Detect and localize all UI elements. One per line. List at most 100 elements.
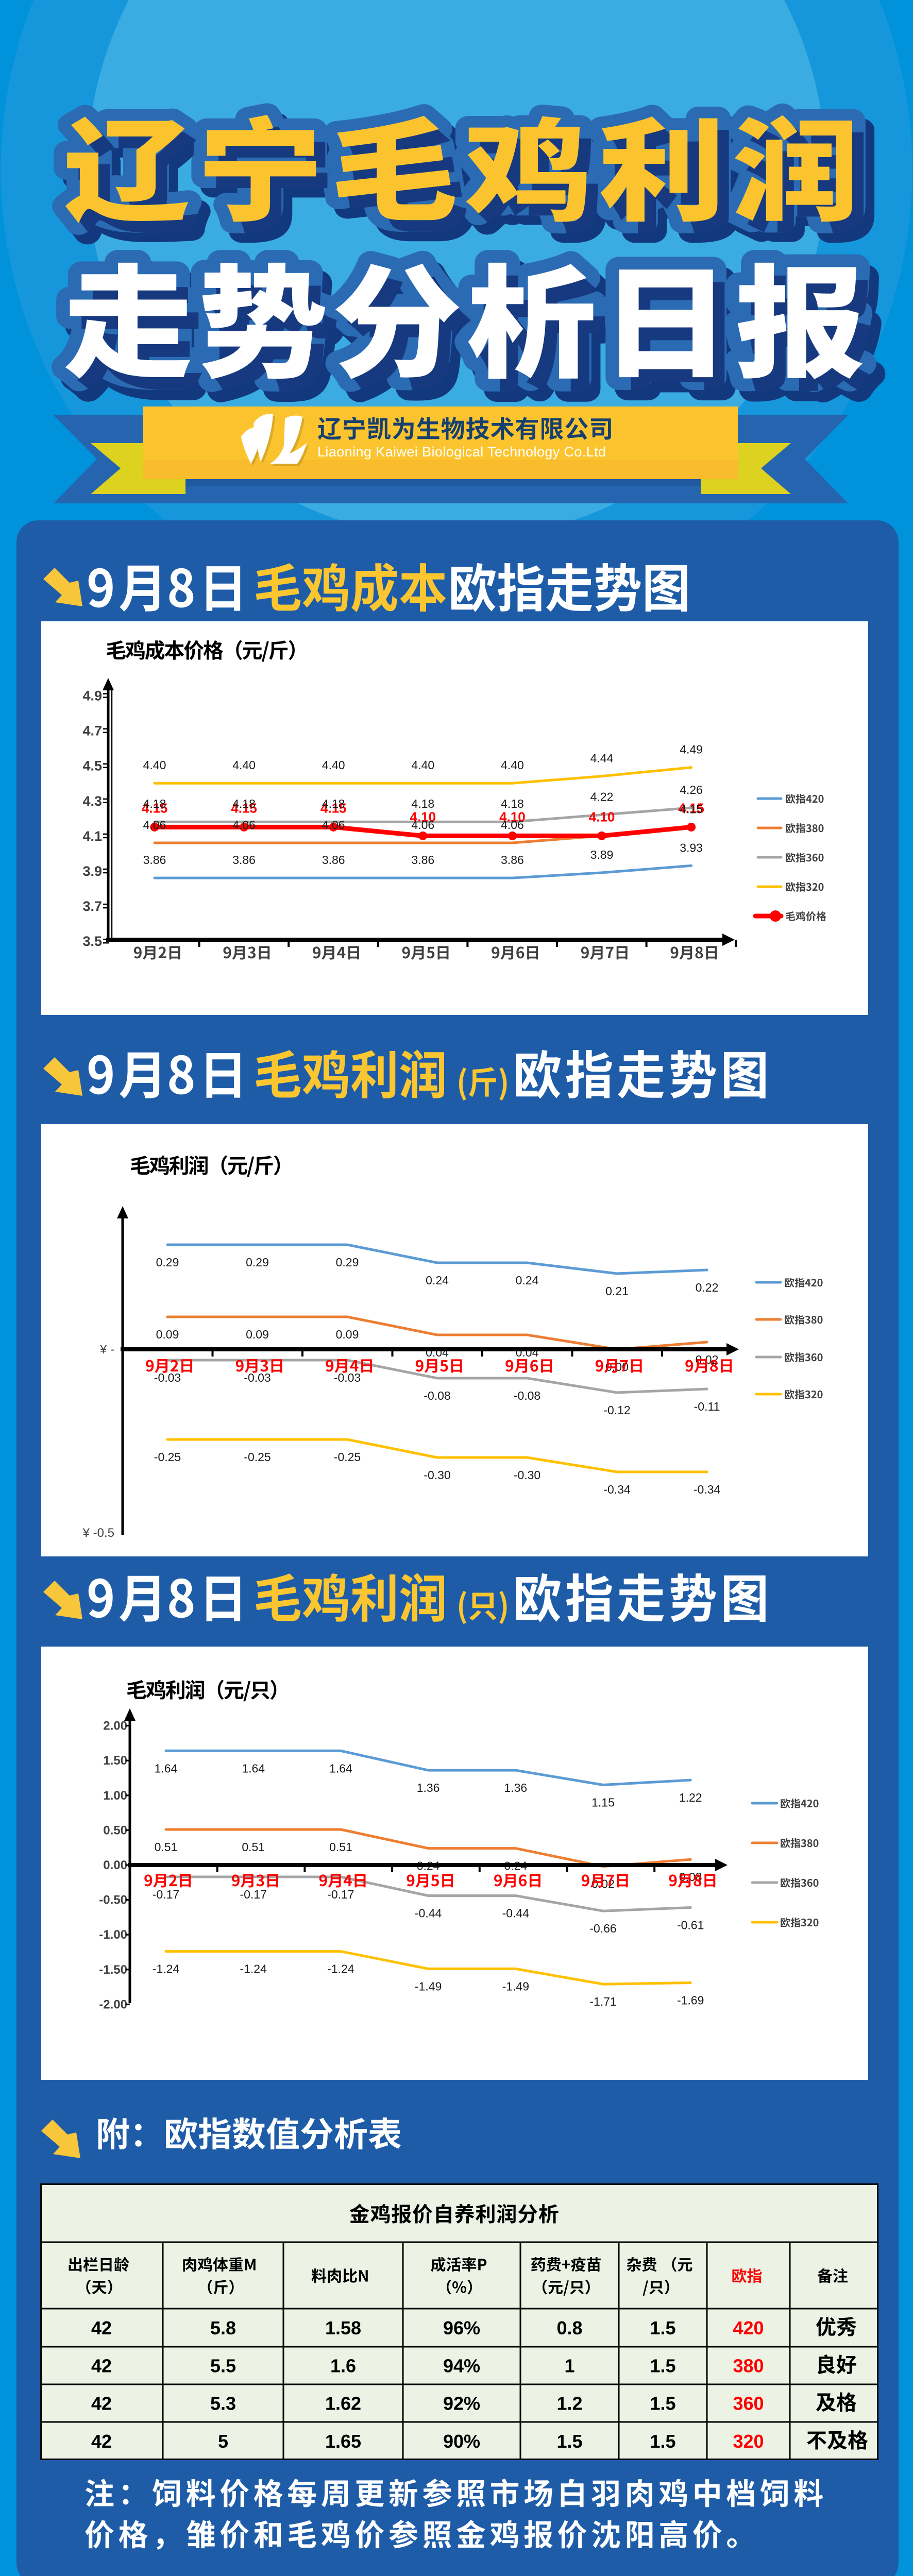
svg-text:-1.49: -1.49 <box>415 1979 442 1993</box>
svg-text:-0.17: -0.17 <box>240 1888 266 1901</box>
svg-text:-1.50: -1.50 <box>99 1963 127 1977</box>
svg-text:-0.08: -0.08 <box>424 1389 450 1402</box>
svg-text:0.00: 0.00 <box>103 1858 127 1872</box>
svg-text:¥ -0.5: ¥ -0.5 <box>82 1526 114 1540</box>
svg-text:-1.24: -1.24 <box>327 1962 354 1976</box>
svg-text:4.18: 4.18 <box>232 797 256 810</box>
svg-text:-0.17: -0.17 <box>153 1888 179 1901</box>
svg-text:3.86: 3.86 <box>411 853 434 867</box>
svg-text:0.51: 0.51 <box>329 1840 352 1854</box>
svg-text:42: 42 <box>91 2317 112 2338</box>
svg-text:0.09: 0.09 <box>246 1328 269 1341</box>
svg-text:1: 1 <box>564 2355 574 2377</box>
svg-text:96%: 96% <box>443 2317 480 2338</box>
svg-text:4.5: 4.5 <box>82 758 102 774</box>
svg-text:92%: 92% <box>443 2393 480 2414</box>
svg-text:3.7: 3.7 <box>82 899 102 914</box>
svg-text:4.06: 4.06 <box>232 818 256 832</box>
svg-text:3.93: 3.93 <box>680 841 703 854</box>
svg-text:1.36: 1.36 <box>417 1781 440 1794</box>
svg-text:4.7: 4.7 <box>82 723 102 739</box>
svg-text:3.86: 3.86 <box>143 853 166 867</box>
svg-text:320: 320 <box>733 2431 764 2452</box>
svg-text:¥ -: ¥ - <box>99 1343 114 1357</box>
svg-text:0.51: 0.51 <box>242 1840 265 1854</box>
svg-text:2.00: 2.00 <box>103 1719 127 1733</box>
svg-text:-0.66: -0.66 <box>589 1922 616 1935</box>
svg-text:-0.03: -0.03 <box>244 1371 270 1384</box>
svg-text:42: 42 <box>91 2355 112 2377</box>
svg-text:0.21: 0.21 <box>605 1284 629 1298</box>
svg-text:1.62: 1.62 <box>325 2393 361 2414</box>
svg-text:4.15: 4.15 <box>320 800 347 816</box>
svg-text:0.29: 0.29 <box>246 1256 269 1269</box>
svg-text:3.86: 3.86 <box>501 853 524 867</box>
svg-text:-1.24: -1.24 <box>240 1962 267 1976</box>
svg-text:-0.61: -0.61 <box>677 1919 704 1932</box>
svg-text:360: 360 <box>733 2393 764 2414</box>
svg-text:1.50: 1.50 <box>103 1754 127 1768</box>
svg-text:4.18: 4.18 <box>143 797 166 810</box>
svg-text:-1.71: -1.71 <box>589 1995 616 2008</box>
svg-text:1.65: 1.65 <box>325 2431 361 2452</box>
svg-text:4.06: 4.06 <box>143 818 166 832</box>
svg-text:94%: 94% <box>443 2355 480 2377</box>
svg-text:4.18: 4.18 <box>411 797 434 810</box>
svg-text:4.06: 4.06 <box>501 818 524 832</box>
svg-text:1.5: 1.5 <box>650 2355 675 2377</box>
svg-text:3.5: 3.5 <box>82 934 102 949</box>
svg-text:-2.00: -2.00 <box>99 1997 127 2011</box>
svg-text:-1.00: -1.00 <box>99 1928 127 1942</box>
svg-text:1.64: 1.64 <box>329 1761 352 1775</box>
svg-text:5.5: 5.5 <box>210 2355 236 2377</box>
svg-text:3.9: 3.9 <box>82 863 102 879</box>
svg-text:4.9: 4.9 <box>82 688 102 704</box>
svg-text:4.10: 4.10 <box>410 809 436 824</box>
svg-text:4.40: 4.40 <box>411 758 434 772</box>
svg-text:4.3: 4.3 <box>82 793 102 809</box>
svg-text:-0.25: -0.25 <box>154 1450 181 1464</box>
svg-text:1.00: 1.00 <box>103 1789 127 1803</box>
svg-text:0.22: 0.22 <box>696 1281 719 1294</box>
svg-text:3.86: 3.86 <box>322 853 345 867</box>
svg-text:1.6: 1.6 <box>330 2355 356 2377</box>
svg-text:1.15: 1.15 <box>591 1796 615 1809</box>
svg-text:-0.25: -0.25 <box>244 1450 270 1464</box>
svg-text:1.58: 1.58 <box>325 2317 361 2338</box>
svg-text:-1.24: -1.24 <box>153 1962 180 1976</box>
svg-text:-0.03: -0.03 <box>334 1371 361 1384</box>
svg-text:42: 42 <box>91 2431 112 2452</box>
svg-text:-0.11: -0.11 <box>694 1400 720 1413</box>
svg-text:-0.03: -0.03 <box>154 1371 181 1384</box>
svg-text:4.06: 4.06 <box>322 818 345 832</box>
svg-text:4.06: 4.06 <box>411 818 434 832</box>
svg-text:-0.30: -0.30 <box>424 1468 450 1482</box>
svg-text:4.18: 4.18 <box>501 797 524 810</box>
svg-text:0.24: 0.24 <box>516 1274 539 1287</box>
svg-text:-0.34: -0.34 <box>694 1483 721 1496</box>
svg-text:1.64: 1.64 <box>155 1761 178 1775</box>
svg-text:0.09: 0.09 <box>336 1328 359 1341</box>
svg-text:0.24: 0.24 <box>426 1274 449 1287</box>
svg-text:-0.08: -0.08 <box>514 1389 540 1402</box>
svg-text:4.40: 4.40 <box>232 758 256 772</box>
svg-text:0.8: 0.8 <box>556 2317 582 2338</box>
svg-text:-1.49: -1.49 <box>502 1979 529 1993</box>
svg-text:-0.25: -0.25 <box>334 1450 361 1464</box>
svg-text:0.09: 0.09 <box>156 1328 179 1341</box>
svg-text:-0.50: -0.50 <box>99 1893 127 1907</box>
svg-text:5.8: 5.8 <box>210 2317 236 2338</box>
svg-text:4.44: 4.44 <box>590 752 614 765</box>
svg-text:4.49: 4.49 <box>680 743 703 756</box>
svg-text:420: 420 <box>733 2317 764 2338</box>
svg-text:-0.17: -0.17 <box>327 1888 354 1901</box>
svg-text:1.22: 1.22 <box>679 1791 702 1804</box>
svg-text:4.26: 4.26 <box>680 783 703 796</box>
svg-text:-0.34: -0.34 <box>603 1483 631 1496</box>
svg-text:-1.69: -1.69 <box>677 1994 704 2007</box>
svg-text:4.10: 4.10 <box>589 809 615 824</box>
svg-text:1.36: 1.36 <box>504 1781 527 1794</box>
svg-text:4.40: 4.40 <box>322 758 345 772</box>
svg-text:4.18: 4.18 <box>322 797 345 810</box>
svg-text:1.5: 1.5 <box>650 2393 675 2414</box>
